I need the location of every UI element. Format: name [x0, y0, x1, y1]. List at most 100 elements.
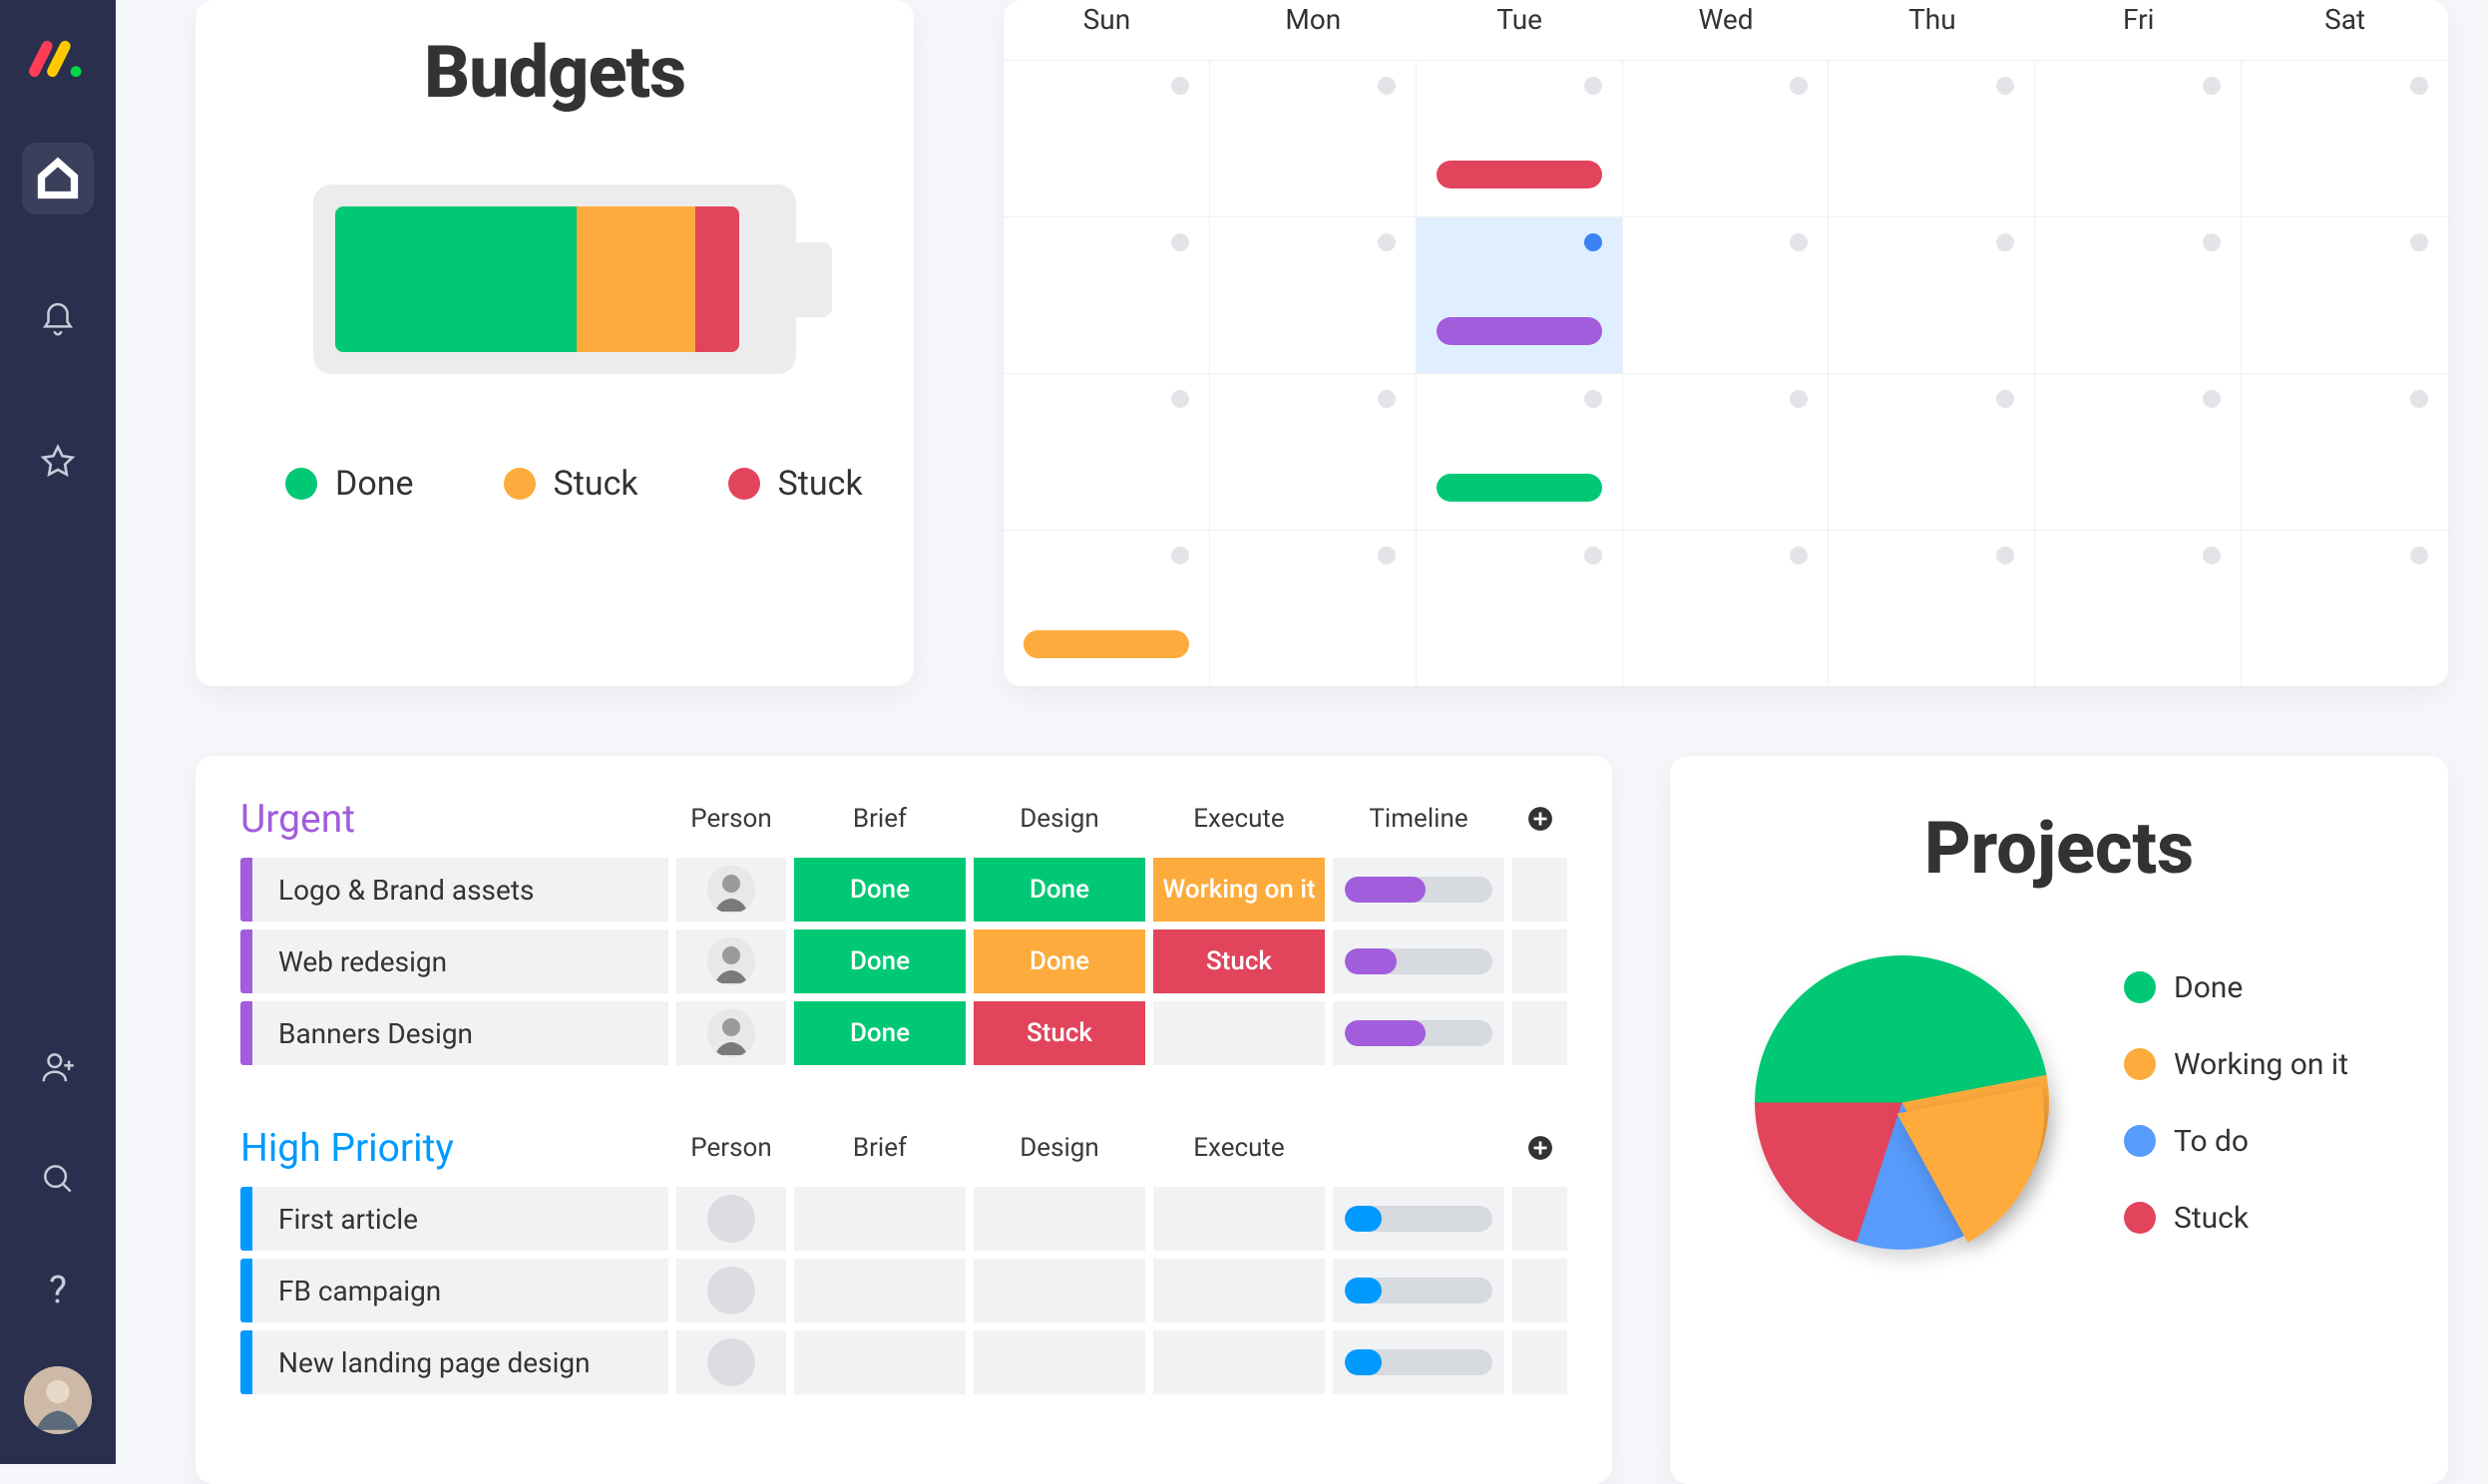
legend-item: Stuck	[504, 464, 638, 504]
calendar-cell[interactable]	[1004, 217, 1210, 373]
calendar-cell[interactable]	[2242, 217, 2448, 373]
cell-dot	[1584, 77, 1602, 95]
calendar-cell[interactable]	[1829, 217, 2035, 373]
nav-help[interactable]: ?	[22, 1255, 94, 1326]
timeline-cell[interactable]	[1333, 1001, 1504, 1065]
task-name[interactable]: Logo & Brand assets	[252, 858, 668, 922]
calendar-cell[interactable]	[1829, 61, 2035, 216]
calendar-cell[interactable]	[2242, 374, 2448, 530]
nav-search[interactable]	[22, 1143, 94, 1215]
nav-notifications[interactable]	[22, 284, 94, 356]
status-cell[interactable]	[1153, 1259, 1325, 1322]
status-cell[interactable]: Working on it	[1153, 858, 1325, 922]
cell-dot	[1378, 547, 1396, 564]
task-name[interactable]: Web redesign	[252, 929, 668, 993]
calendar-cell[interactable]	[1417, 61, 1623, 216]
status-cell[interactable]	[1153, 1001, 1325, 1065]
calendar-cell[interactable]	[1004, 374, 1210, 530]
columns-header: PersonBriefDesignExecute	[676, 1133, 1567, 1171]
calendar-cell[interactable]	[1004, 531, 1210, 686]
status-cell[interactable]	[974, 1259, 1145, 1322]
task-row[interactable]: Banners Design DoneStuck	[240, 1001, 1567, 1065]
user-avatar[interactable]	[24, 1366, 92, 1434]
group-title[interactable]: High Priority	[240, 1125, 454, 1171]
status-cell[interactable]: Done	[974, 929, 1145, 993]
calendar-cell[interactable]	[2035, 61, 2242, 216]
status-cell[interactable]	[974, 1187, 1145, 1251]
budgets-card: Budgets DoneStuckStuck	[196, 0, 914, 686]
status-cell[interactable]: Stuck	[1153, 929, 1325, 993]
calendar-cell[interactable]	[1623, 531, 1830, 686]
calendar-cell[interactable]	[1829, 531, 2035, 686]
task-name[interactable]: FB campaign	[252, 1259, 668, 1322]
task-row[interactable]: Logo & Brand assetsDoneDoneWorking on it	[240, 858, 1567, 922]
calendar-cell[interactable]	[1623, 61, 1830, 216]
task-row[interactable]: FB campaign	[240, 1259, 1567, 1322]
calendar-cell[interactable]	[1829, 374, 2035, 530]
status-cell[interactable]	[794, 1187, 966, 1251]
add-column-icon[interactable]	[1512, 1133, 1567, 1171]
status-cell[interactable]	[794, 1259, 966, 1322]
task-name[interactable]: Banners Design	[252, 1001, 668, 1065]
calendar-cell[interactable]	[2035, 217, 2242, 373]
status-cell[interactable]	[1153, 1330, 1325, 1394]
calendar-cell[interactable]	[1623, 374, 1830, 530]
nav-home[interactable]	[22, 143, 94, 214]
legend-label: Done	[335, 464, 414, 504]
calendar-cell[interactable]	[1417, 531, 1623, 686]
group-title[interactable]: Urgent	[240, 796, 355, 842]
calendar-cell[interactable]	[2035, 374, 2242, 530]
calendar-event[interactable]	[1437, 317, 1602, 345]
task-row[interactable]: New landing page design	[240, 1330, 1567, 1394]
status-cell[interactable]: Done	[794, 858, 966, 922]
calendar-cell[interactable]	[1004, 61, 1210, 216]
end-cell	[1512, 1001, 1567, 1065]
calendar-event[interactable]	[1024, 630, 1189, 658]
person-cell[interactable]	[676, 929, 786, 993]
person-cell[interactable]	[676, 1001, 786, 1065]
timeline-cell[interactable]	[1333, 1187, 1504, 1251]
calendar-event[interactable]	[1437, 474, 1602, 502]
calendar-cell[interactable]	[2242, 531, 2448, 686]
cell-dot	[2410, 233, 2428, 251]
person-cell[interactable]	[676, 1330, 786, 1394]
calendar-cell[interactable]	[1417, 217, 1623, 373]
status-cell[interactable]	[1153, 1187, 1325, 1251]
column-header: Person	[676, 804, 786, 842]
task-name[interactable]: First article	[252, 1187, 668, 1251]
nav-favorites[interactable]	[22, 426, 94, 498]
add-column-icon[interactable]	[1512, 804, 1567, 842]
person-cell[interactable]	[676, 858, 786, 922]
cell-dot	[1584, 233, 1602, 251]
calendar-event[interactable]	[1437, 161, 1602, 188]
calendar-cell[interactable]	[1210, 217, 1417, 373]
column-header: Brief	[794, 1133, 966, 1171]
timeline-cell[interactable]	[1333, 1330, 1504, 1394]
status-cell[interactable]: Done	[974, 858, 1145, 922]
calendar-cell[interactable]	[1210, 531, 1417, 686]
status-cell[interactable]: Stuck	[974, 1001, 1145, 1065]
calendar-cell[interactable]	[2242, 61, 2448, 216]
calendar-cell[interactable]	[1623, 217, 1830, 373]
calendar-cell[interactable]	[2035, 531, 2242, 686]
status-cell[interactable]: Done	[794, 1001, 966, 1065]
timeline-cell[interactable]	[1333, 929, 1504, 993]
task-row[interactable]: First article	[240, 1187, 1567, 1251]
calendar-cell[interactable]	[1210, 61, 1417, 216]
status-cell[interactable]	[974, 1330, 1145, 1394]
app-logo	[29, 30, 87, 88]
timeline-cell[interactable]	[1333, 1259, 1504, 1322]
person-cell[interactable]	[676, 1259, 786, 1322]
task-name[interactable]: New landing page design	[252, 1330, 668, 1394]
task-row[interactable]: Web redesignDoneDoneStuck	[240, 929, 1567, 993]
calendar-cell[interactable]	[1210, 374, 1417, 530]
timeline-cell[interactable]	[1333, 858, 1504, 922]
timeline-fill	[1345, 1278, 1382, 1303]
timeline-track	[1345, 1278, 1492, 1303]
calendar-cell[interactable]	[1417, 374, 1623, 530]
person-cell[interactable]	[676, 1187, 786, 1251]
status-cell[interactable]	[794, 1330, 966, 1394]
sidebar-nav	[22, 143, 94, 498]
status-cell[interactable]: Done	[794, 929, 966, 993]
nav-invite[interactable]	[22, 1031, 94, 1103]
